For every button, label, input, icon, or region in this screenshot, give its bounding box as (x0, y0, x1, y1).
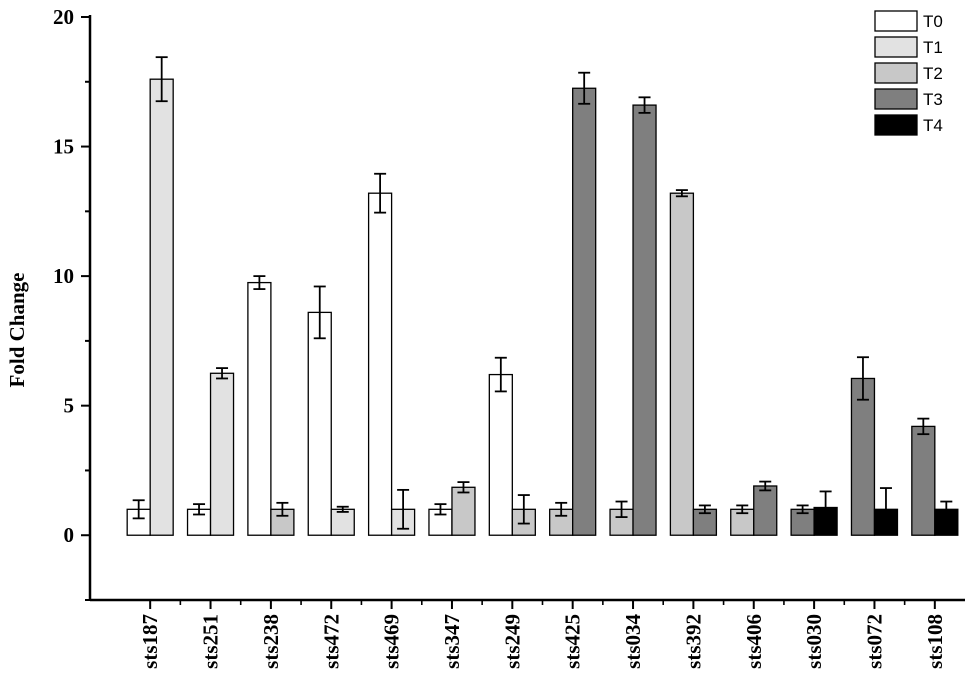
error-bar-sts392-T3 (698, 504, 711, 515)
error-bar-sts249-T0 (494, 356, 507, 393)
x-tick-label: sts238 (259, 614, 283, 669)
legend-label-T2: T2 (923, 64, 943, 83)
legend-label-T1: T1 (923, 38, 943, 57)
legend-swatch-T3 (874, 88, 918, 110)
legend-swatch-T2 (874, 62, 918, 84)
x-tick-label: sts249 (500, 614, 524, 669)
error-bar-sts072-T3 (856, 356, 869, 401)
legend-swatch-T1 (874, 36, 918, 58)
error-bar-sts347-T2 (457, 481, 470, 494)
bar-sts108-T3 (911, 425, 936, 536)
x-tick-label: sts406 (742, 614, 766, 669)
y-tick-label: 15 (53, 135, 74, 159)
legend-label-T3: T3 (923, 90, 943, 109)
error-bar-sts425-T3 (578, 71, 591, 105)
bar-sts251-T1 (209, 372, 235, 536)
x-tick-label: sts347 (440, 614, 464, 669)
y-tick-label: 5 (64, 394, 75, 418)
error-bar-sts425-T2 (555, 501, 568, 517)
bar-sts034-T3 (632, 104, 657, 536)
legend-swatch-T0 (874, 10, 918, 32)
error-bar-sts469-T1 (397, 488, 410, 530)
error-bar-sts347-T0 (434, 503, 447, 516)
error-bar-sts034-T2 (615, 500, 628, 518)
error-bar-sts392-T2 (675, 189, 688, 198)
error-bar-sts472-T0 (313, 285, 326, 340)
bar-sts425-T3 (572, 87, 597, 536)
x-tick-label: sts072 (862, 614, 886, 669)
error-bar-sts072-T4 (879, 487, 892, 532)
error-bar-sts238-T0 (253, 275, 266, 290)
error-bar-sts108-T3 (917, 417, 930, 436)
bar-sts392-T2 (669, 192, 695, 536)
plot-area: 0 5 10 15 20 sts187 sts251 sts238 sts472 sts469 st… (53, 5, 965, 669)
error-bar-sts034-T3 (638, 96, 651, 114)
y-tick-label: 20 (53, 5, 74, 29)
error-bar-sts251-T1 (216, 367, 229, 380)
x-tick-label: sts108 (923, 614, 947, 669)
error-bar-sts108-T4 (940, 500, 953, 518)
error-bar-sts469-T0 (374, 172, 387, 214)
error-bar-sts030-T4 (819, 490, 832, 525)
error-bar-sts187-T1 (155, 56, 168, 103)
x-tick-label: sts187 (138, 614, 162, 669)
legend: T0 T1 T2 T3 T4 (874, 10, 943, 136)
bar-sts472-T1 (330, 508, 355, 536)
x-tick-label: sts469 (380, 614, 404, 669)
error-bar-sts187-T0 (132, 499, 145, 520)
bar-sts072-T3 (850, 377, 876, 536)
y-axis-label: Fold Change (5, 273, 29, 388)
bar-sts406-T3 (753, 485, 778, 536)
bar-sts187-T1 (149, 78, 174, 536)
error-bar-sts238-T2 (276, 501, 289, 517)
error-bar-sts472-T1 (336, 505, 349, 513)
bar-sts249-T0 (488, 373, 513, 536)
error-bar-sts030-T3 (796, 504, 809, 515)
legend-label-T4: T4 (923, 116, 943, 135)
legend-label-T0: T0 (923, 12, 943, 31)
x-tick-label: sts034 (621, 614, 645, 669)
x-tick-label: sts392 (681, 614, 705, 669)
x-tick-label: sts030 (802, 614, 826, 669)
bar-sts347-T2 (451, 486, 476, 536)
error-bar-sts406-T3 (759, 480, 772, 492)
bar-sts238-T0 (247, 281, 272, 536)
x-tick-label: sts251 (199, 614, 223, 669)
bar-sts472-T0 (307, 311, 332, 536)
y-tick-label: 10 (53, 264, 74, 288)
error-bar-sts249-T2 (517, 494, 530, 525)
legend-swatch-T4 (874, 114, 918, 136)
error-bar-sts406-T2 (736, 504, 749, 515)
x-tick-label: sts472 (319, 614, 343, 669)
x-tick-label: sts425 (561, 614, 585, 669)
y-tick-label: 0 (64, 523, 75, 547)
error-bar-sts251-T0 (193, 503, 206, 516)
bar-sts469-T0 (367, 192, 393, 536)
